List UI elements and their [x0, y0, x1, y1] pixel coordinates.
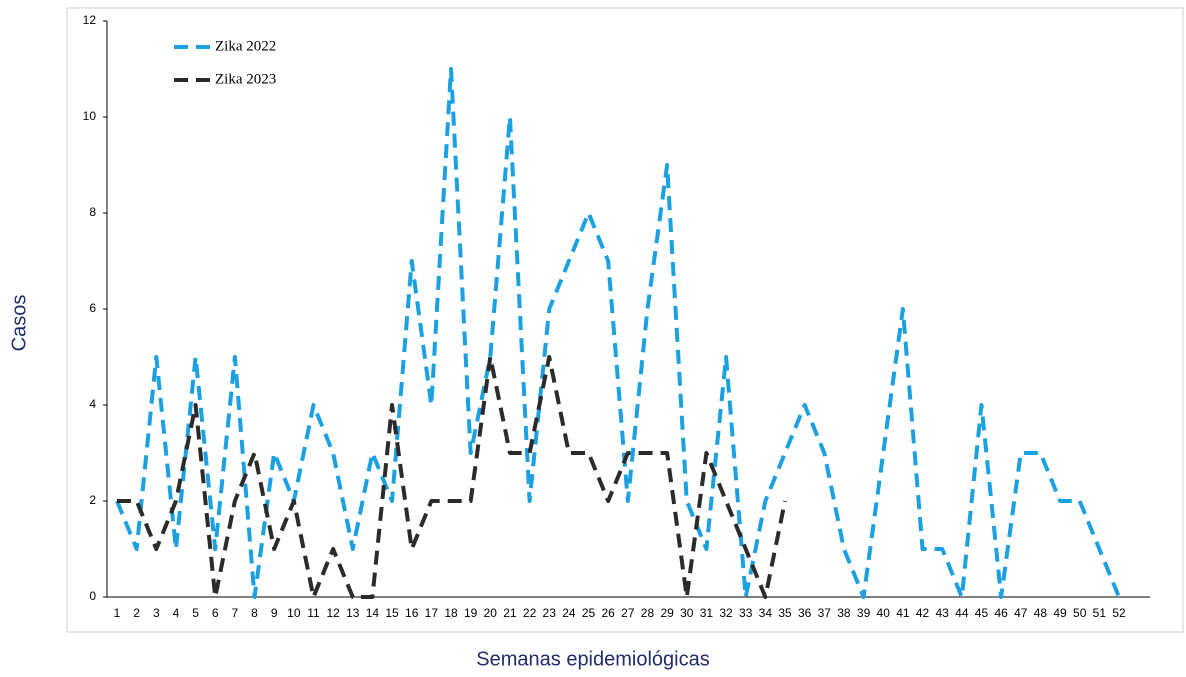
- x-tick-label: 17: [425, 606, 439, 620]
- x-tick-label: 15: [385, 606, 399, 620]
- x-tick-label: 22: [523, 606, 537, 620]
- x-tick-label: 12: [326, 606, 340, 620]
- x-tick-label: 51: [1093, 606, 1107, 620]
- x-tick-label: 28: [641, 606, 655, 620]
- x-tick-label: 52: [1112, 606, 1126, 620]
- x-tick-label: 3: [153, 606, 160, 620]
- x-tick-label: 18: [444, 606, 458, 620]
- x-tick-label: 46: [994, 606, 1008, 620]
- x-tick-label: 1: [114, 606, 121, 620]
- y-tick-label: 12: [83, 13, 97, 27]
- y-tick-label: 4: [89, 397, 96, 411]
- x-tick-label: 43: [935, 606, 949, 620]
- x-tick-label: 4: [173, 606, 180, 620]
- x-tick-label: 20: [484, 606, 498, 620]
- x-tick-label: 50: [1073, 606, 1087, 620]
- x-tick-label: 27: [621, 606, 635, 620]
- x-tick-label: 40: [877, 606, 891, 620]
- x-tick-label: 26: [601, 606, 615, 620]
- x-tick-label: 35: [778, 606, 792, 620]
- x-tick-label: 38: [837, 606, 851, 620]
- series-line: [115, 67, 1121, 599]
- x-tick-label: 16: [405, 606, 419, 620]
- y-tick-label: 2: [89, 493, 96, 507]
- x-tick-label: 19: [464, 606, 478, 620]
- x-tick-label: 21: [503, 606, 517, 620]
- x-tick-label: 23: [543, 606, 557, 620]
- x-tick-label: 41: [896, 606, 910, 620]
- x-tick-label: 48: [1034, 606, 1048, 620]
- x-tick-label: 8: [251, 606, 258, 620]
- x-tick-label: 11: [307, 606, 320, 620]
- x-tick-label: 6: [212, 606, 219, 620]
- x-tick-label: 49: [1053, 606, 1067, 620]
- x-axis-label: Semanas epidemiológicas: [476, 648, 709, 670]
- y-tick-label: 6: [89, 301, 96, 315]
- x-tick-label: 31: [700, 606, 714, 620]
- x-tick-label: 47: [1014, 606, 1028, 620]
- x-tick-label: 45: [975, 606, 989, 620]
- plot-frame: [66, 7, 1184, 633]
- y-tick-label: 0: [89, 589, 96, 603]
- y-axis-label: Casos: [8, 295, 30, 352]
- x-tick-label: 39: [857, 606, 871, 620]
- x-tick-label: 9: [271, 606, 278, 620]
- x-tick-label: 33: [739, 606, 753, 620]
- x-tick-label: 10: [287, 606, 301, 620]
- x-tick-label: 42: [916, 606, 930, 620]
- x-tick-label: 44: [955, 606, 969, 620]
- x-tick-label: 25: [582, 606, 596, 620]
- legend-label: Zika 2022: [215, 38, 276, 54]
- x-tick-label: 24: [562, 606, 576, 620]
- x-tick-label: 14: [366, 606, 380, 620]
- y-tick-label: 10: [83, 109, 97, 123]
- legend-label: Zika 2023: [215, 71, 276, 87]
- series-line: [117, 355, 787, 599]
- x-tick-label: 7: [232, 606, 239, 620]
- x-tick-label: 2: [133, 606, 140, 620]
- x-tick-label: 30: [680, 606, 694, 620]
- x-tick-label: 37: [818, 606, 832, 620]
- x-tick-label: 34: [759, 606, 773, 620]
- y-tick-label: 8: [89, 205, 96, 219]
- x-tick-label: 13: [346, 606, 360, 620]
- x-tick-label: 32: [719, 606, 733, 620]
- x-tick-label: 5: [192, 606, 199, 620]
- x-tick-label: 36: [798, 606, 812, 620]
- x-tick-label: 29: [660, 606, 674, 620]
